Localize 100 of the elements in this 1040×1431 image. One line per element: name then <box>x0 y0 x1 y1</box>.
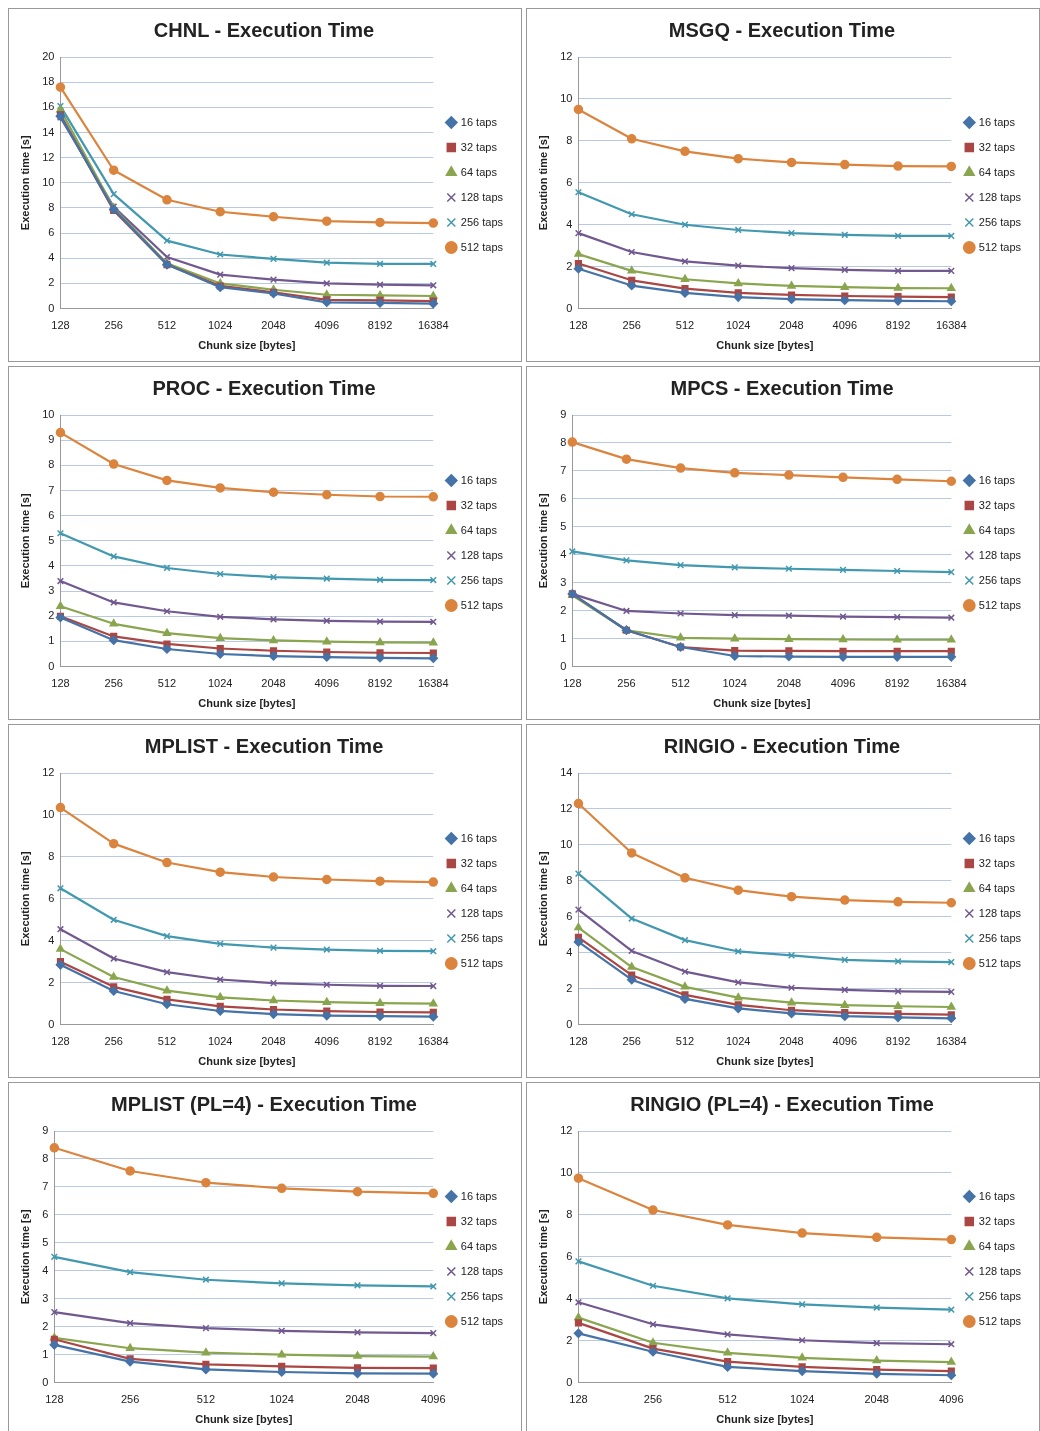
y-tick-label: 5 <box>560 519 567 532</box>
y-tick-label: 12 <box>560 50 573 63</box>
chart-title: RINGIO - Execution Time <box>663 734 901 757</box>
x-tick-label: 2048 <box>345 1393 370 1406</box>
legend-label: 512 taps <box>978 598 1022 611</box>
y-tick-label: 8 <box>48 849 55 862</box>
y-tick-label: 8 <box>48 200 55 213</box>
x-tick-label: 512 <box>157 1035 177 1048</box>
y-tick-label: 12 <box>42 150 55 163</box>
y-tick-label: 10 <box>560 91 573 104</box>
x-axis-title: Chunk size [bytes] <box>198 1055 296 1068</box>
y-tick-label: 2 <box>48 975 55 988</box>
y-tick-label: 0 <box>566 301 573 314</box>
y-tick-label: 3 <box>560 575 567 588</box>
legend-label: 512 taps <box>978 1314 1022 1327</box>
y-tick-label: 0 <box>566 1017 573 1030</box>
legend-label: 16 taps <box>460 831 498 844</box>
y-tick-label: 8 <box>48 458 55 471</box>
x-tick-label: 256 <box>104 1035 123 1048</box>
x-tick-label: 4096 <box>421 1393 446 1406</box>
x-tick-label: 16384 <box>936 1035 967 1048</box>
y-tick-label: 1 <box>48 634 55 647</box>
legend-label: 32 taps <box>460 140 498 153</box>
legend-label: 64 taps <box>460 881 498 894</box>
legend-label: 256 taps <box>460 573 504 586</box>
y-tick-label: 0 <box>48 301 55 314</box>
legend-label: 16 taps <box>978 115 1016 128</box>
x-tick-label: 8192 <box>885 1035 911 1048</box>
y-tick-label: 6 <box>566 1249 573 1262</box>
x-tick-label: 128 <box>563 677 582 690</box>
legend-label: 32 taps <box>460 498 498 511</box>
legend-label: 128 taps <box>978 906 1022 919</box>
y-tick-label: 4 <box>566 945 573 958</box>
y-tick-label: 12 <box>560 801 573 814</box>
y-tick-label: 0 <box>42 1375 49 1388</box>
x-tick-label: 128 <box>569 1035 588 1048</box>
legend-label: 128 taps <box>460 906 504 919</box>
legend-label: 256 taps <box>978 215 1022 228</box>
legend-label: 128 taps <box>460 190 504 203</box>
y-tick-label: 10 <box>42 175 55 188</box>
legend-label: 32 taps <box>978 498 1016 511</box>
legend-label: 64 taps <box>460 165 498 178</box>
y-tick-label: 10 <box>42 408 55 421</box>
x-tick-label: 2048 <box>864 1393 889 1406</box>
x-tick-label: 512 <box>718 1393 737 1406</box>
x-tick-label: 512 <box>675 319 695 332</box>
legend-label: 512 taps <box>460 598 504 611</box>
legend-label: 512 taps <box>978 240 1022 253</box>
y-tick-label: 3 <box>42 1291 49 1304</box>
y-tick-label: 12 <box>560 1124 573 1137</box>
x-tick-label: 128 <box>51 319 70 332</box>
x-tick-label: 256 <box>104 319 123 332</box>
x-tick-label: 16384 <box>936 319 967 332</box>
chart-title: MPLIST - Execution Time <box>144 734 384 757</box>
legend-label: 512 taps <box>460 956 504 969</box>
y-tick-label: 2 <box>566 1333 573 1346</box>
legend-label: 256 taps <box>460 931 504 944</box>
y-tick-label: 0 <box>560 659 567 672</box>
y-tick-label: 9 <box>42 1124 49 1137</box>
x-tick-label: 4096 <box>830 677 856 690</box>
legend-label: 16 taps <box>978 473 1016 486</box>
y-tick-label: 18 <box>42 75 55 88</box>
legend-label: 32 taps <box>978 1214 1016 1227</box>
legend-label: 32 taps <box>460 1214 498 1227</box>
x-tick-label: 512 <box>196 1393 216 1406</box>
x-tick-label: 128 <box>51 1035 70 1048</box>
y-tick-label: 1 <box>42 1347 49 1360</box>
y-tick-label: 4 <box>42 1263 49 1276</box>
y-axis-title: Execution time [s] <box>536 493 549 589</box>
legend-label: 64 taps <box>978 1239 1016 1252</box>
y-tick-label: 4 <box>48 251 55 264</box>
y-tick-label: 2 <box>560 603 567 616</box>
y-tick-label: 6 <box>566 909 573 922</box>
y-tick-label: 7 <box>48 483 55 496</box>
x-tick-label: 4096 <box>939 1393 964 1406</box>
legend-label: 32 taps <box>978 856 1016 869</box>
legend-label: 512 taps <box>460 1314 504 1327</box>
x-tick-label: 256 <box>622 1035 641 1048</box>
x-tick-label: 512 <box>675 1035 695 1048</box>
legend-label: 32 taps <box>978 140 1016 153</box>
y-tick-label: 6 <box>48 891 55 904</box>
x-tick-label: 2048 <box>779 1035 804 1048</box>
x-tick-label: 1024 <box>789 1393 815 1406</box>
x-axis-title: Chunk size [bytes] <box>716 1055 814 1068</box>
x-tick-label: 1024 <box>722 677 747 690</box>
y-tick-label: 3 <box>48 584 55 597</box>
y-tick-label: 6 <box>566 175 573 188</box>
y-tick-label: 0 <box>566 1375 573 1388</box>
y-tick-label: 16 <box>42 100 55 113</box>
legend-label: 64 taps <box>460 1239 498 1252</box>
legend-label: 256 taps <box>978 1289 1022 1302</box>
y-tick-label: 7 <box>42 1179 49 1192</box>
x-tick-label: 2048 <box>261 1035 286 1048</box>
x-tick-label: 128 <box>45 1393 64 1406</box>
legend-label: 16 taps <box>460 473 498 486</box>
y-tick-label: 4 <box>48 933 55 946</box>
y-tick-label: 2 <box>566 981 573 994</box>
x-tick-label: 2048 <box>776 677 802 690</box>
y-tick-label: 2 <box>566 259 573 272</box>
x-tick-label: 512 <box>157 677 177 690</box>
